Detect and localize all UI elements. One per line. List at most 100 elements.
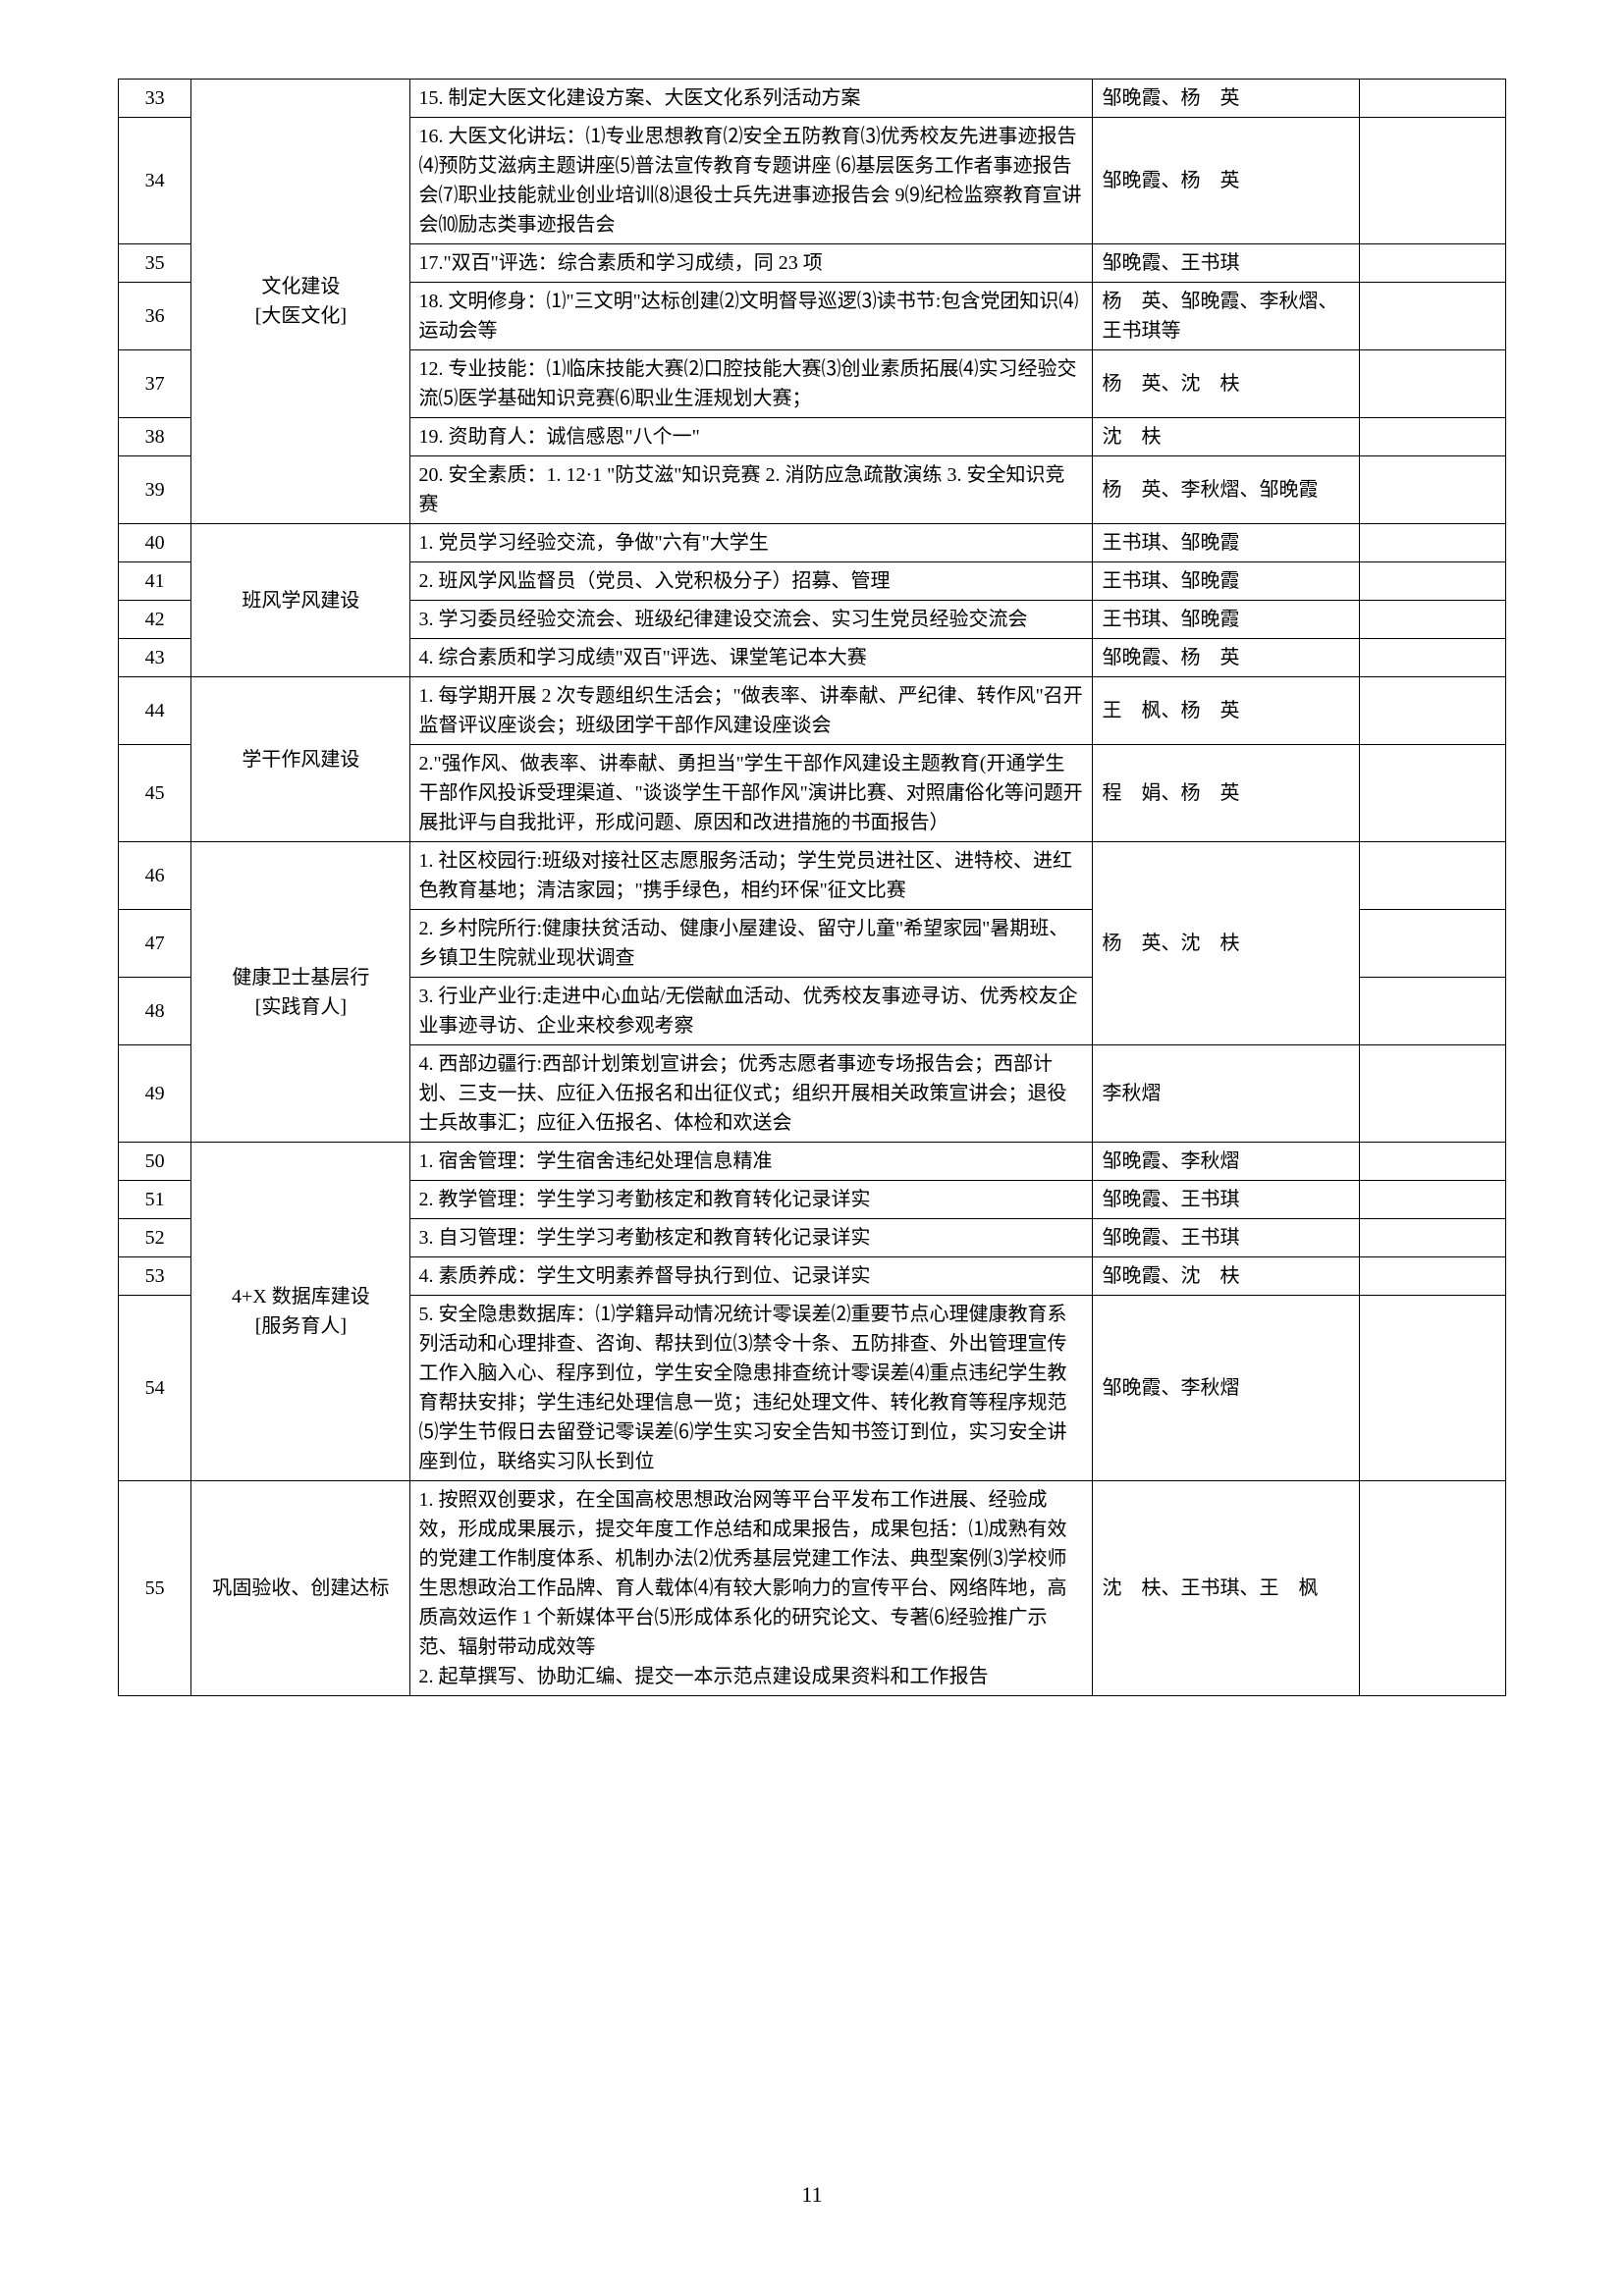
empty-cell (1360, 842, 1506, 910)
person-cell: 王 枫、杨 英 (1092, 677, 1360, 745)
row-number: 37 (119, 350, 191, 418)
person-cell: 沈 枎 (1092, 418, 1360, 456)
empty-cell (1360, 745, 1506, 842)
empty-cell (1360, 1045, 1506, 1143)
category-cell: 4+X 数据库建设 [服务育人] (191, 1143, 410, 1481)
table-row: 33 文化建设 [大医文化] 15. 制定大医文化建设方案、大医文化系列活动方案… (119, 80, 1506, 118)
content-cell: 4. 西部边疆行:西部计划策划宣讲会；优秀志愿者事迹专场报告会；西部计划、三支一… (410, 1045, 1092, 1143)
empty-cell (1360, 244, 1506, 283)
content-cell: 1. 按照双创要求，在全国高校思想政治网等平台平发布工作进展、经验成效，形成成果… (410, 1481, 1092, 1696)
person-cell: 邹晚霞、王书琪 (1092, 1181, 1360, 1219)
row-number: 45 (119, 745, 191, 842)
row-number: 44 (119, 677, 191, 745)
row-number: 55 (119, 1481, 191, 1696)
person-cell: 沈 枎、王书琪、王 枫 (1092, 1481, 1360, 1696)
empty-cell (1360, 118, 1506, 244)
content-cell: 5. 安全隐患数据库：⑴学籍异动情况统计零误差⑵重要节点心理健康教育系列活动和心… (410, 1296, 1092, 1481)
row-number: 54 (119, 1296, 191, 1481)
person-cell: 杨 英、沈 枎 (1092, 842, 1360, 1045)
empty-cell (1360, 978, 1506, 1045)
person-cell: 杨 英、邹晚霞、李秋熠、王书琪等 (1092, 283, 1360, 350)
row-number: 52 (119, 1219, 191, 1257)
row-number: 36 (119, 283, 191, 350)
empty-cell (1360, 418, 1506, 456)
page-number: 11 (0, 2182, 1624, 2208)
person-cell: 邹晚霞、李秋熠 (1092, 1296, 1360, 1481)
empty-cell (1360, 601, 1506, 639)
empty-cell (1360, 456, 1506, 524)
empty-cell (1360, 80, 1506, 118)
empty-cell (1360, 639, 1506, 677)
empty-cell (1360, 1296, 1506, 1481)
content-cell: 1. 每学期开展 2 次专题组织生活会；"做表率、讲奉献、严纪律、转作风"召开监… (410, 677, 1092, 745)
row-number: 53 (119, 1257, 191, 1296)
empty-cell (1360, 1257, 1506, 1296)
content-cell: 2. 乡村院所行:健康扶贫活动、健康小屋建设、留守儿童"希望家园"暑期班、乡镇卫… (410, 910, 1092, 978)
content-cell: 3. 行业产业行:走进中心血站/无偿献血活动、优秀校友事迹寻访、优秀校友企业事迹… (410, 978, 1092, 1045)
content-cell: 17."双百"评选：综合素质和学习成绩，同 23 项 (410, 244, 1092, 283)
content-cell: 1. 宿舍管理：学生宿舍违纪处理信息精准 (410, 1143, 1092, 1181)
content-cell: 1. 党员学习经验交流，争做"六有"大学生 (410, 524, 1092, 562)
row-number: 34 (119, 118, 191, 244)
work-plan-table: 33 文化建设 [大医文化] 15. 制定大医文化建设方案、大医文化系列活动方案… (118, 79, 1506, 1696)
person-cell: 邹晚霞、王书琪 (1092, 244, 1360, 283)
empty-cell (1360, 1219, 1506, 1257)
person-cell: 杨 英、李秋熠、邹晚霞 (1092, 456, 1360, 524)
table-row: 46 健康卫士基层行 [实践育人] 1. 社区校园行:班级对接社区志愿服务活动；… (119, 842, 1506, 910)
person-cell: 邹晚霞、李秋熠 (1092, 1143, 1360, 1181)
table-row: 50 4+X 数据库建设 [服务育人] 1. 宿舍管理：学生宿舍违纪处理信息精准… (119, 1143, 1506, 1181)
content-cell: 20. 安全素质：1. 12·1 "防艾滋"知识竞赛 2. 消防应急疏散演练 3… (410, 456, 1092, 524)
category-cell: 学干作风建设 (191, 677, 410, 842)
row-number: 38 (119, 418, 191, 456)
empty-cell (1360, 677, 1506, 745)
category-cell: 班风学风建设 (191, 524, 410, 677)
table-row: 55 巩固验收、创建达标 1. 按照双创要求，在全国高校思想政治网等平台平发布工… (119, 1481, 1506, 1696)
content-cell: 18. 文明修身：⑴"三文明"达标创建⑵文明督导巡逻⑶读书节:包含党团知识⑷运动… (410, 283, 1092, 350)
row-number: 41 (119, 562, 191, 601)
content-cell: 1. 社区校园行:班级对接社区志愿服务活动；学生党员进社区、进特校、进红色教育基… (410, 842, 1092, 910)
empty-cell (1360, 350, 1506, 418)
person-cell: 邹晚霞、沈 枎 (1092, 1257, 1360, 1296)
table-row: 44 学干作风建设 1. 每学期开展 2 次专题组织生活会；"做表率、讲奉献、严… (119, 677, 1506, 745)
row-number: 33 (119, 80, 191, 118)
empty-cell (1360, 1481, 1506, 1696)
content-cell: 3. 自习管理：学生学习考勤核定和教育转化记录详实 (410, 1219, 1092, 1257)
row-number: 47 (119, 910, 191, 978)
content-cell: 16. 大医文化讲坛：⑴专业思想教育⑵安全五防教育⑶优秀校友先进事迹报告⑷预防艾… (410, 118, 1092, 244)
content-cell: 4. 素质养成：学生文明素养督导执行到位、记录详实 (410, 1257, 1092, 1296)
empty-cell (1360, 1181, 1506, 1219)
content-cell: 4. 综合素质和学习成绩"双百"评选、课堂笔记本大赛 (410, 639, 1092, 677)
content-cell: 3. 学习委员经验交流会、班级纪律建设交流会、实习生党员经验交流会 (410, 601, 1092, 639)
row-number: 39 (119, 456, 191, 524)
person-cell: 邹晚霞、杨 英 (1092, 118, 1360, 244)
empty-cell (1360, 524, 1506, 562)
content-cell: 2."强作风、做表率、讲奉献、勇担当"学生干部作风建设主题教育(开通学生干部作风… (410, 745, 1092, 842)
person-cell: 程 娟、杨 英 (1092, 745, 1360, 842)
row-number: 49 (119, 1045, 191, 1143)
person-cell: 杨 英、沈 枎 (1092, 350, 1360, 418)
person-cell: 邹晚霞、王书琪 (1092, 1219, 1360, 1257)
person-cell: 王书琪、邹晚霞 (1092, 562, 1360, 601)
row-number: 35 (119, 244, 191, 283)
content-cell: 19. 资助育人：诚信感恩"八个一" (410, 418, 1092, 456)
person-cell: 邹晚霞、杨 英 (1092, 639, 1360, 677)
person-cell: 王书琪、邹晚霞 (1092, 524, 1360, 562)
content-cell: 2. 教学管理：学生学习考勤核定和教育转化记录详实 (410, 1181, 1092, 1219)
content-cell: 12. 专业技能：⑴临床技能大赛⑵口腔技能大赛⑶创业素质拓展⑷实习经验交流⑸医学… (410, 350, 1092, 418)
content-cell: 2. 班风学风监督员（党员、入党积极分子）招募、管理 (410, 562, 1092, 601)
empty-cell (1360, 910, 1506, 978)
row-number: 51 (119, 1181, 191, 1219)
category-cell: 文化建设 [大医文化] (191, 80, 410, 524)
person-cell: 李秋熠 (1092, 1045, 1360, 1143)
person-cell: 王书琪、邹晚霞 (1092, 601, 1360, 639)
empty-cell (1360, 562, 1506, 601)
empty-cell (1360, 1143, 1506, 1181)
category-cell: 巩固验收、创建达标 (191, 1481, 410, 1696)
person-cell: 邹晚霞、杨 英 (1092, 80, 1360, 118)
empty-cell (1360, 283, 1506, 350)
row-number: 48 (119, 978, 191, 1045)
content-cell: 15. 制定大医文化建设方案、大医文化系列活动方案 (410, 80, 1092, 118)
row-number: 42 (119, 601, 191, 639)
row-number: 46 (119, 842, 191, 910)
row-number: 43 (119, 639, 191, 677)
